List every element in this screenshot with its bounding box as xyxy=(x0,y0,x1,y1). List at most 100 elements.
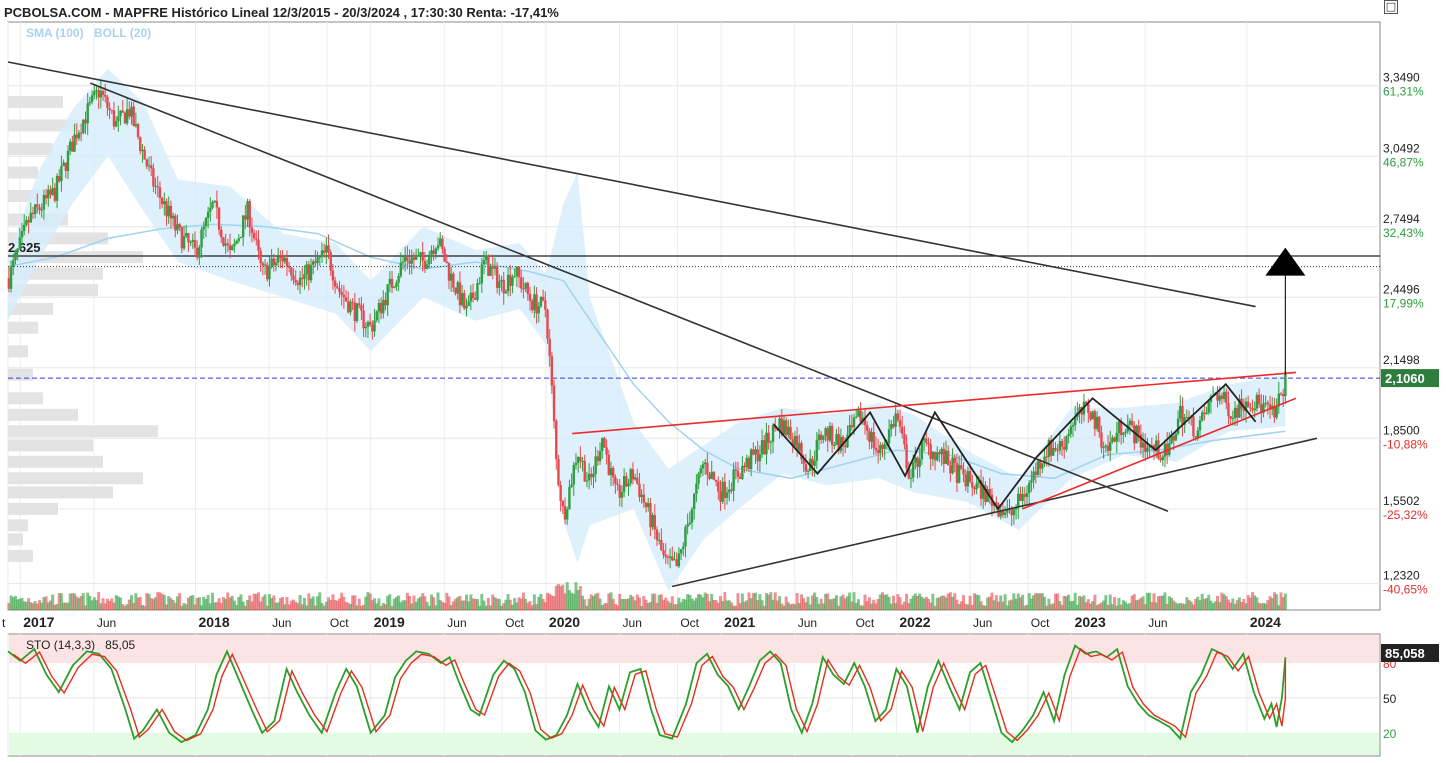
candle-body xyxy=(813,460,816,466)
candle-body xyxy=(927,442,930,445)
volume-bar xyxy=(1191,604,1195,610)
volume-bar xyxy=(1148,592,1152,610)
volume-bar xyxy=(48,600,52,610)
volume-bar xyxy=(1058,600,1062,610)
candle-body xyxy=(128,109,131,117)
candle-body xyxy=(198,247,201,258)
volume-bar xyxy=(399,602,403,610)
candle-body xyxy=(732,469,735,491)
volume-bar xyxy=(35,603,39,610)
volume-bar xyxy=(1187,599,1191,610)
candle-body xyxy=(618,484,621,498)
candle-body xyxy=(633,477,637,480)
candle-body xyxy=(62,162,65,167)
volume-profile-bar xyxy=(8,519,28,532)
volume-bar xyxy=(458,595,462,610)
volume-bar xyxy=(235,604,239,610)
volume-bar xyxy=(1165,603,1169,610)
volume-profile-bar xyxy=(8,472,143,485)
volume-bar xyxy=(239,594,243,610)
candle-body xyxy=(244,215,247,220)
volume-bar xyxy=(373,598,377,610)
volume-bar xyxy=(817,603,821,610)
candle-body xyxy=(848,425,851,435)
volume-bar xyxy=(414,601,418,610)
candle-body xyxy=(1060,441,1064,447)
candle-body xyxy=(590,473,593,478)
volume-bar xyxy=(272,595,276,610)
x-tick-label: Jun xyxy=(97,616,116,630)
volume-bar xyxy=(278,598,282,610)
volume-profile-bar xyxy=(8,166,38,179)
candle-body xyxy=(349,301,352,313)
candle-body xyxy=(338,288,341,293)
volume-bar xyxy=(449,605,453,610)
candle-body xyxy=(787,426,790,435)
volume-bar xyxy=(55,603,59,610)
volume-bar xyxy=(482,600,486,610)
candle-body xyxy=(738,476,742,479)
candle-body xyxy=(1225,391,1228,403)
volume-bar xyxy=(528,601,532,610)
candle-body xyxy=(123,112,127,124)
volume-bar xyxy=(782,605,786,610)
volume-bar xyxy=(1027,593,1031,610)
volume-bar xyxy=(1126,604,1130,610)
volume-bar xyxy=(745,600,749,610)
candle-body xyxy=(686,524,689,527)
candle-body xyxy=(1091,411,1094,420)
volume-bar xyxy=(611,598,615,610)
candle-body xyxy=(1266,402,1270,405)
candle-body xyxy=(206,211,210,219)
candle-body xyxy=(872,432,875,448)
volume-bar xyxy=(565,582,569,610)
candle-body xyxy=(193,239,197,248)
zigzag-pattern xyxy=(773,382,1257,511)
candle-body xyxy=(29,212,32,223)
volume-bar xyxy=(585,605,589,610)
candle-body xyxy=(1159,458,1162,461)
candle-body xyxy=(185,233,188,237)
volume-bar xyxy=(968,595,972,610)
volume-bar xyxy=(992,600,996,610)
candle-body xyxy=(741,465,744,479)
candle-body xyxy=(1257,394,1261,405)
volume-bar xyxy=(856,599,860,610)
volume-bar xyxy=(964,603,968,610)
candle-body xyxy=(550,355,554,386)
volume-bar xyxy=(410,603,414,610)
close-button[interactable]: □ xyxy=(1384,0,1398,14)
volume-bar xyxy=(390,605,394,610)
candle-body xyxy=(412,257,416,260)
volume-bar xyxy=(1211,603,1215,610)
volume-bar xyxy=(44,596,48,610)
volume-bar xyxy=(824,593,828,610)
volume-bar xyxy=(202,596,206,610)
volume-bar xyxy=(966,604,970,610)
candle-body xyxy=(1231,418,1235,420)
volume-bar xyxy=(333,600,337,610)
volume-bar xyxy=(732,605,736,610)
candle-body xyxy=(1021,494,1024,501)
volume-profile-bar xyxy=(8,549,33,562)
candle-body xyxy=(769,441,773,443)
volume-bar xyxy=(193,604,197,610)
candle-body xyxy=(493,266,497,269)
volume-bar xyxy=(815,597,819,610)
volume-bar xyxy=(265,605,269,610)
volume-bar xyxy=(1259,603,1263,610)
volume-bar xyxy=(421,593,425,610)
volume-bar xyxy=(983,605,987,610)
volume-bar xyxy=(1237,597,1241,610)
candle-body xyxy=(1242,408,1245,411)
volume-bar xyxy=(570,592,574,610)
candle-body xyxy=(576,456,580,464)
candle-body xyxy=(997,504,1000,517)
candle-body xyxy=(745,457,748,468)
candle-body xyxy=(695,483,698,494)
candle-body xyxy=(154,186,157,188)
volume-bar xyxy=(1034,593,1038,610)
candle-body xyxy=(160,197,164,205)
volume-bar xyxy=(729,602,733,610)
candle-body xyxy=(771,425,775,442)
